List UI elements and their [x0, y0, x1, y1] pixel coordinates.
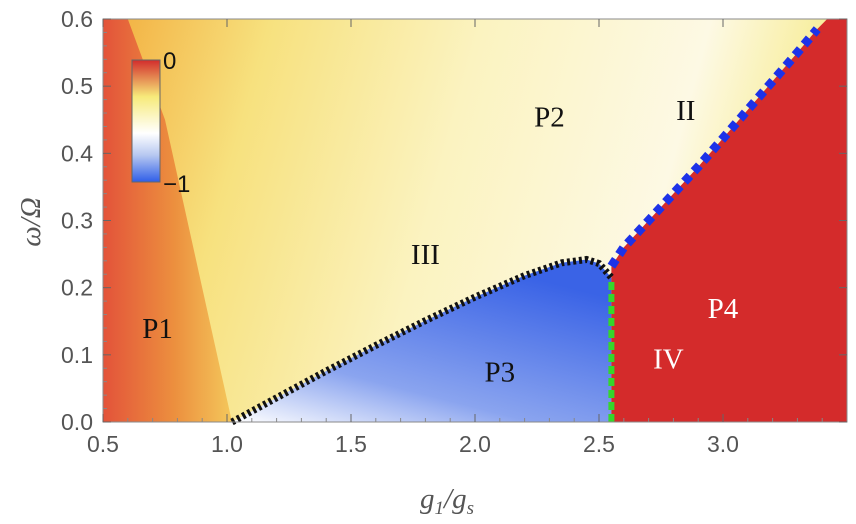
- x-tick-label: 0.5: [87, 431, 119, 457]
- colorbar-min-label: −1: [163, 171, 190, 198]
- y-tick-label: 0.0: [61, 409, 93, 435]
- y-tick-label: 0.3: [61, 208, 93, 234]
- region-label-p3: P3: [484, 357, 515, 389]
- x-tick-label: 1.5: [335, 431, 367, 457]
- x-tick-label: 2.5: [583, 431, 615, 457]
- y-tick-label: 0.4: [61, 140, 93, 166]
- x-title-gs: g: [452, 483, 467, 515]
- y-tick-label: 0.1: [61, 342, 93, 368]
- y-tick-label: 0.6: [61, 6, 93, 32]
- region-label-iv: IV: [653, 343, 684, 375]
- tick-labels: 0.5 1.0 1.5 2.0 2.5 3.0 0.0 0.1 0.2 0.3 0.4 0.5 0.6: [61, 6, 739, 457]
- region-label-ii: II: [676, 95, 695, 127]
- heatmap-field: [103, 19, 847, 422]
- boundary-lines: [230, 26, 821, 426]
- x-tick-label: 1.0: [211, 431, 243, 457]
- colorbar-gradient: [131, 59, 161, 183]
- x-title-sub2: s: [467, 498, 474, 519]
- x-title-slash: /: [442, 483, 455, 515]
- x-title-g1: g: [420, 483, 435, 515]
- region-p3-fill: [232, 259, 612, 422]
- x-tick-label: 2.0: [459, 431, 491, 457]
- x-tick-label: 3.0: [707, 431, 739, 457]
- region-label-p1: P1: [142, 313, 173, 345]
- boundary-II: [607, 26, 821, 269]
- colorbar-max-label: 0: [163, 48, 176, 75]
- axis-ticks: [102, 18, 847, 423]
- colorbar: 0 −1: [131, 48, 190, 198]
- y-tick-label: 0.5: [61, 73, 93, 99]
- region-p4-fill: [611, 19, 847, 422]
- y-tick-label: 0.2: [61, 275, 93, 301]
- x-axis-title: g1/gs: [420, 483, 474, 519]
- boundary-III: [230, 255, 615, 426]
- region-label-iii: III: [411, 239, 440, 271]
- region-label-p2: P2: [534, 101, 565, 133]
- y-axis-title: ω/Ω: [15, 197, 47, 247]
- region-label-p4: P4: [708, 293, 739, 325]
- x-title-sub1: 1: [435, 498, 445, 519]
